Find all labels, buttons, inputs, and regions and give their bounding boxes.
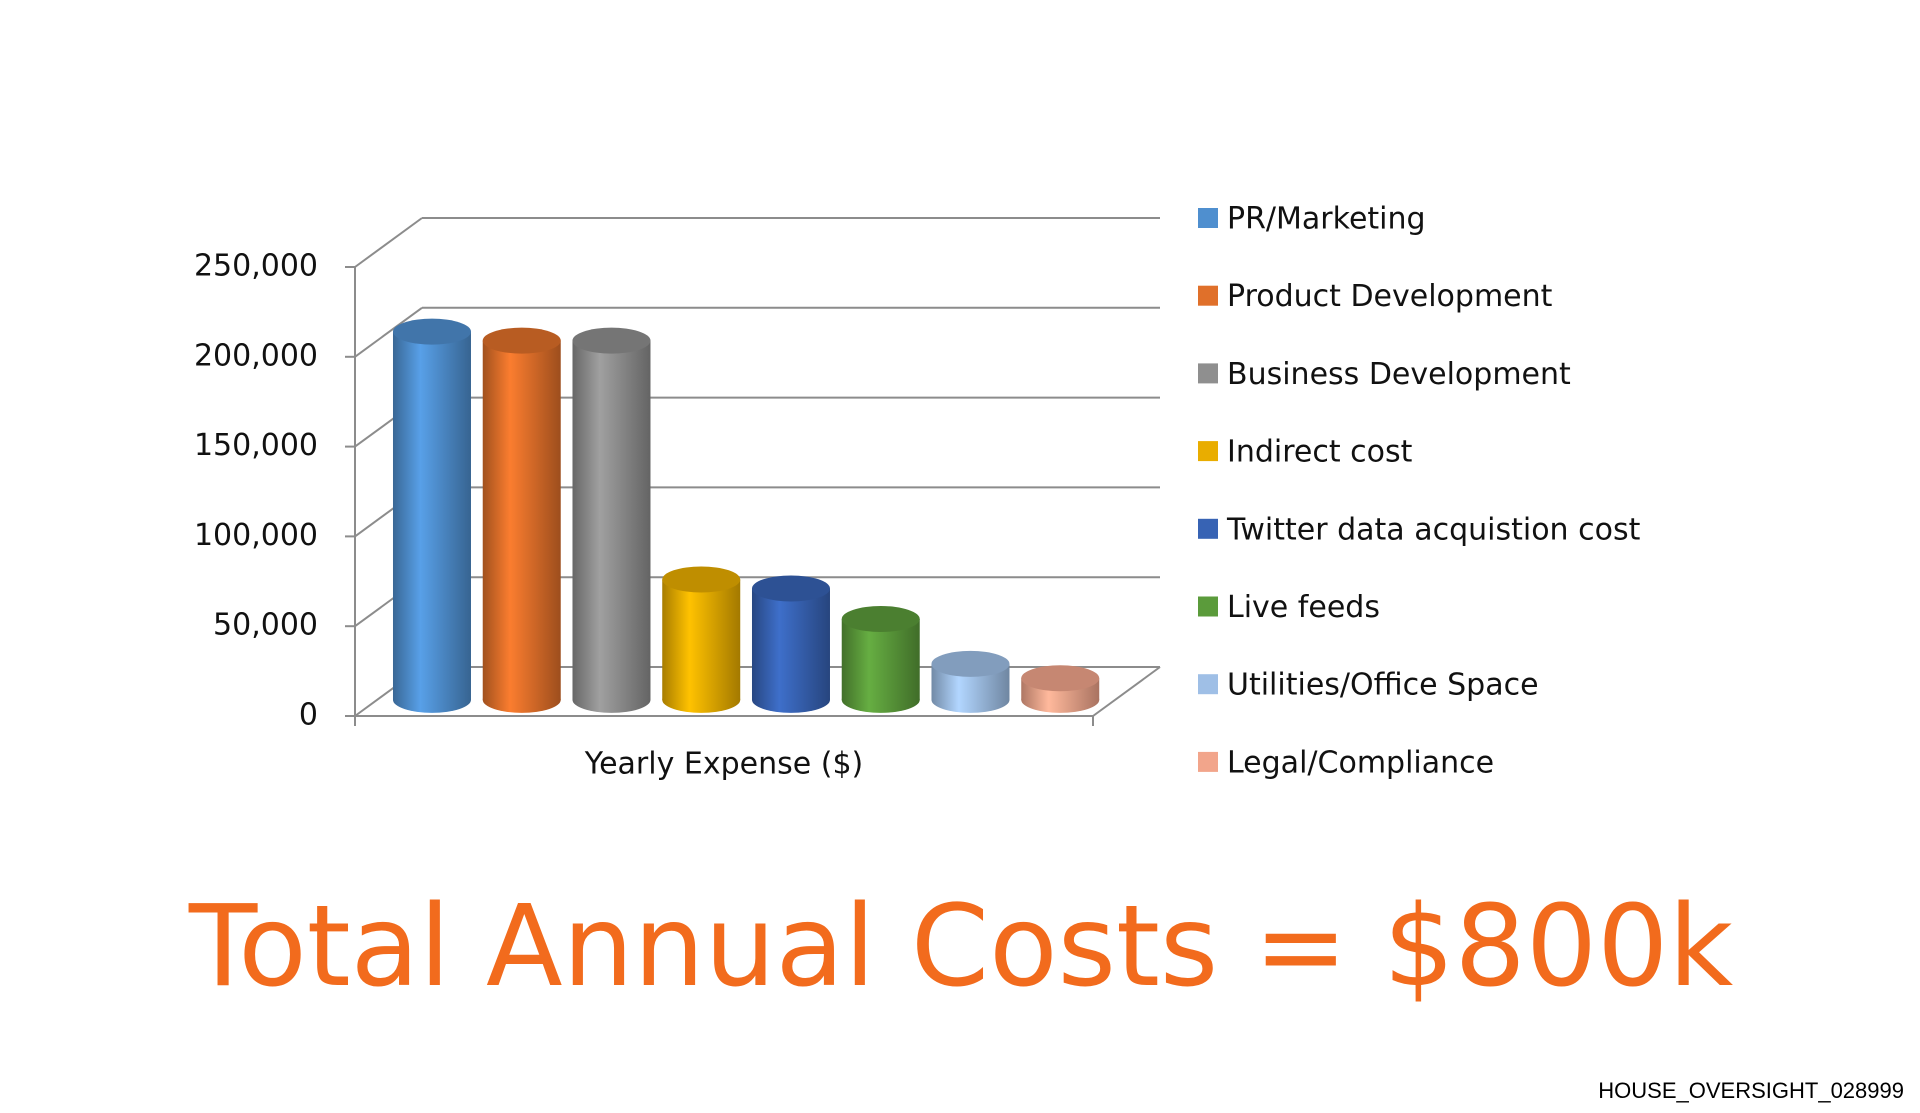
cylinder-top <box>1021 665 1100 692</box>
legend-swatch <box>1198 441 1218 462</box>
legend-label: PR/Marketing <box>1227 202 1426 237</box>
legend-label: Indirect cost <box>1227 435 1413 470</box>
floor-edge <box>1092 666 1161 717</box>
y-tick-label: 50,000 <box>213 608 318 643</box>
bar <box>572 340 651 700</box>
bar <box>662 579 741 700</box>
legend-swatch <box>1198 674 1218 695</box>
footer: HOUSE_OVERSIGHT_028999 <box>1598 1078 1904 1103</box>
legend-swatch <box>1198 751 1218 772</box>
headline: Total Annual Costs = $800k <box>188 882 1734 1012</box>
bar <box>841 619 920 700</box>
legend-swatch <box>1198 208 1218 228</box>
bar <box>482 340 561 700</box>
legend-swatch <box>1198 518 1218 539</box>
grid-line <box>354 306 423 358</box>
bar <box>751 588 830 700</box>
legend-label: Product Development <box>1227 279 1553 314</box>
legend-label: Live feeds <box>1227 590 1380 625</box>
legend-swatch <box>1198 363 1218 384</box>
bar <box>392 331 471 700</box>
y-tick-label: 100,000 <box>194 518 318 553</box>
legend-label: Utilities/Office Space <box>1227 668 1539 703</box>
y-tick-label: 200,000 <box>194 338 318 373</box>
cylinder-top <box>392 318 471 345</box>
legend-swatch <box>1198 596 1218 617</box>
cylinder-top <box>841 606 920 633</box>
y-tick-label: 150,000 <box>194 428 318 463</box>
legend-label: Twitter data acquistion cost <box>1226 512 1641 547</box>
y-tick-label: 250,000 <box>194 249 318 284</box>
cylinder-top <box>931 650 1010 677</box>
cylinder-top <box>572 327 651 354</box>
legend-label: Legal/Compliance <box>1227 745 1494 780</box>
cylinder-top <box>751 575 830 602</box>
x-axis-label: Yearly Expense ($) <box>584 747 863 782</box>
y-tick-label: 0 <box>299 698 318 733</box>
cylinder-top <box>482 327 561 354</box>
cylinder-top <box>662 566 741 593</box>
grid-line <box>354 217 423 268</box>
legend-label: Business Development <box>1227 357 1571 392</box>
legend-swatch <box>1198 285 1218 306</box>
